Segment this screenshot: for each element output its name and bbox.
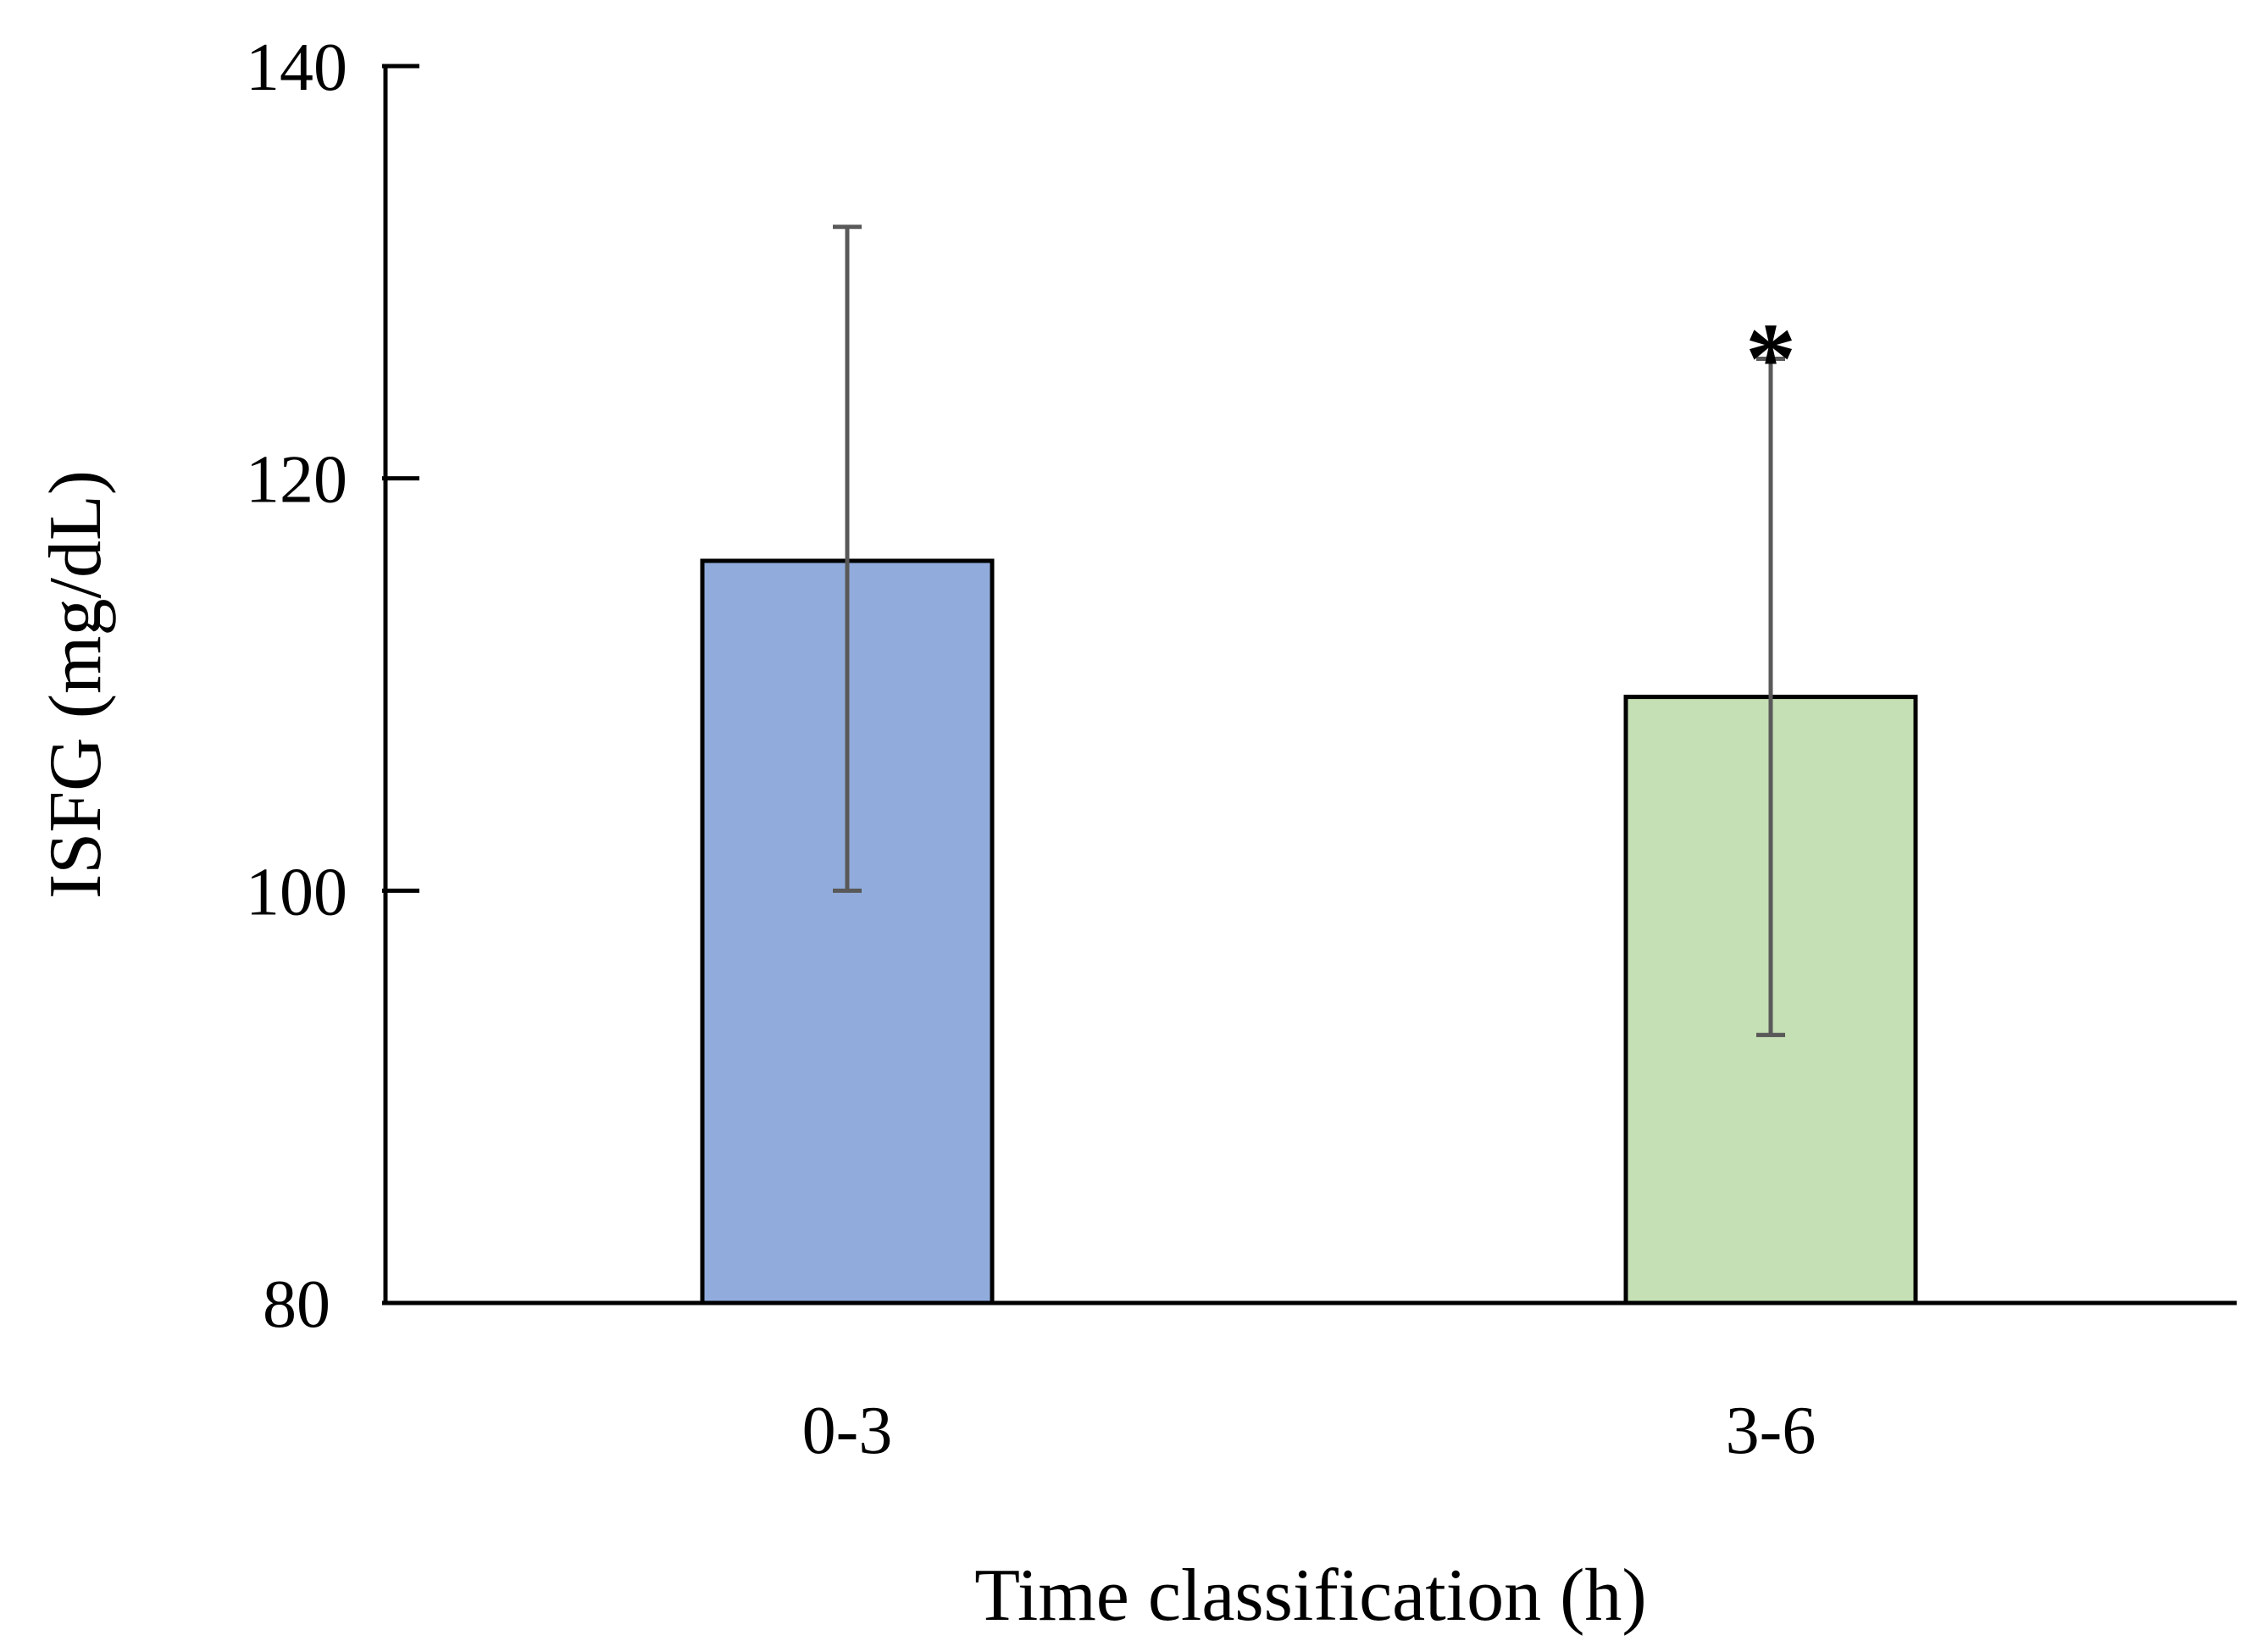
- bars-layer: [700, 558, 1918, 1306]
- y-ticks-layer: 80 100 120 140: [246, 30, 419, 1342]
- y-axis-title: ISFG (mg/dL): [35, 470, 117, 899]
- x-tick-labels-layer: 0-3 3-6: [802, 1394, 1816, 1468]
- y-tick-label: 140: [246, 30, 347, 105]
- significance-marker: *: [1745, 302, 1796, 415]
- error-bars-layer: [833, 225, 1785, 1038]
- y-tick-label: 120: [246, 443, 347, 518]
- x-axis-title: Time classification (h): [974, 1555, 1647, 1637]
- y-tick-label: 100: [246, 855, 347, 929]
- y-tick-label: 80: [263, 1267, 330, 1342]
- x-tick-label-0-3: 0-3: [802, 1394, 893, 1468]
- x-tick-label-3-6: 3-6: [1726, 1394, 1816, 1468]
- significance-layer: *: [1745, 302, 1796, 415]
- axes-layer: [383, 66, 2237, 1306]
